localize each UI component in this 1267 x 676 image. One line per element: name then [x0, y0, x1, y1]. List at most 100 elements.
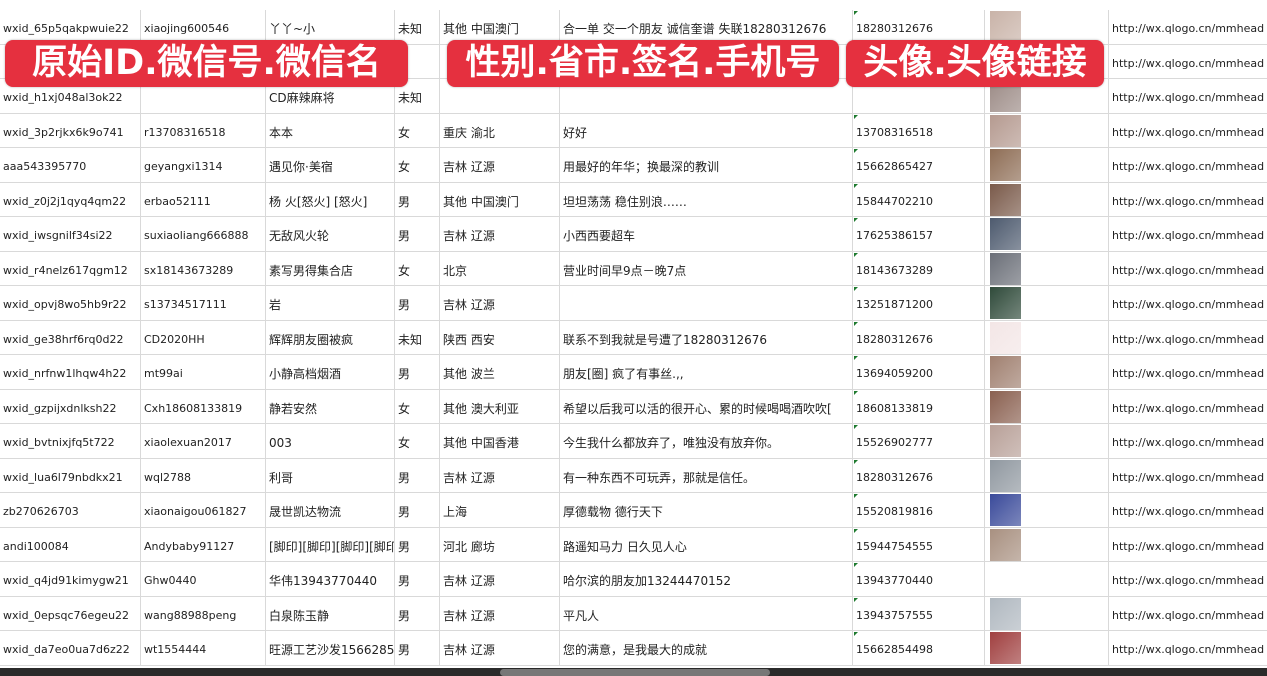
signature-cell[interactable]: 营业时间早9点－晚7点	[560, 251, 853, 285]
avatar-cell[interactable]	[985, 10, 1109, 44]
signature-cell[interactable]: 路遥知马力 日久见人心	[560, 527, 853, 561]
region-cell[interactable]: 吉林 辽源	[440, 217, 560, 251]
region-cell[interactable]: 吉林 辽源	[440, 631, 560, 665]
original-id-cell[interactable]: wxid_q4jd91kimygw21	[0, 562, 141, 596]
wechat-name-cell[interactable]: 遇见你·美宿	[266, 148, 395, 182]
original-id-cell[interactable]: wxid_0epsqc76egeu22	[0, 596, 141, 630]
phone-cell[interactable]: 17625386157	[853, 217, 985, 251]
original-id-cell[interactable]: wxid_iwsgnilf34si22	[0, 217, 141, 251]
avatar-link-cell[interactable]: http://wx.qlogo.cn/mmhead	[1112, 401, 1265, 415]
original-id-cell[interactable]: wxid_gzpijxdnlksh22	[0, 389, 141, 423]
phone-cell[interactable]: 18280312676	[853, 10, 985, 44]
avatar-link-cell[interactable]: http://wx.qlogo.cn/mmhead	[1112, 194, 1265, 208]
gender-cell[interactable]: 女	[395, 148, 440, 182]
region-cell[interactable]: 其他 中国香港	[440, 424, 560, 458]
wechat-name-cell[interactable]: 素写男得集合店	[266, 251, 395, 285]
gender-cell[interactable]: 男	[395, 631, 440, 665]
avatar-cell[interactable]	[985, 527, 1109, 561]
gender-cell[interactable]: 男	[395, 182, 440, 216]
signature-cell[interactable]: 坦坦荡荡 稳住别浪……	[560, 182, 853, 216]
signature-cell[interactable]: 好好	[560, 113, 853, 147]
wechat-id-cell[interactable]: xiaonaigou061827	[141, 493, 266, 527]
region-cell[interactable]: 其他 波兰	[440, 355, 560, 389]
gender-cell[interactable]: 男	[395, 596, 440, 630]
wechat-id-cell[interactable]: erbao52111	[141, 182, 266, 216]
avatar-link-cell[interactable]: http://wx.qlogo.cn/mmhead	[1112, 56, 1265, 70]
wechat-id-cell[interactable]: xiaojing600546	[141, 10, 266, 44]
avatar-link-cell[interactable]: http://wx.qlogo.cn/mmhead	[1112, 608, 1265, 622]
gender-cell[interactable]: 男	[395, 493, 440, 527]
region-cell[interactable]: 其他 澳大利亚	[440, 389, 560, 423]
signature-cell[interactable]: 有一种东西不可玩弄，那就是信任。	[560, 458, 853, 492]
phone-cell[interactable]: 18143673289	[853, 251, 985, 285]
region-cell[interactable]: 吉林 辽源	[440, 562, 560, 596]
avatar-link-cell[interactable]: http://wx.qlogo.cn/mmhead	[1112, 332, 1265, 346]
avatar-link-cell[interactable]: http://wx.qlogo.cn/mmhead	[1112, 298, 1265, 311]
avatar-cell[interactable]	[985, 113, 1109, 147]
avatar-cell[interactable]	[985, 286, 1109, 320]
wechat-id-cell[interactable]: mt99ai	[141, 355, 266, 389]
avatar-link-cell[interactable]: http://wx.qlogo.cn/mmhead	[1112, 539, 1265, 553]
gender-cell[interactable]: 女	[395, 424, 440, 458]
gender-cell[interactable]: 男	[395, 527, 440, 561]
original-id-cell[interactable]: wxid_3p2rjkx6k9o741	[0, 113, 141, 147]
avatar-link-cell[interactable]: http://wx.qlogo.cn/mmhead	[1112, 643, 1265, 656]
avatar-link-cell[interactable]: http://wx.qlogo.cn/mmhead	[1112, 263, 1265, 277]
phone-cell[interactable]: 15662865427	[853, 148, 985, 182]
region-cell[interactable]: 吉林 辽源	[440, 458, 560, 492]
wechat-id-cell[interactable]: Cxh18608133819	[141, 389, 266, 423]
avatar-cell[interactable]	[985, 355, 1109, 389]
signature-cell[interactable]: 哈尔滨的朋友加13244470152	[560, 562, 853, 596]
avatar-link-cell[interactable]: http://wx.qlogo.cn/mmhead	[1112, 160, 1265, 173]
gender-cell[interactable]: 未知	[395, 320, 440, 354]
signature-cell[interactable]: 您的满意，是我最大的成就	[560, 631, 853, 665]
avatar-cell[interactable]	[985, 251, 1109, 285]
wechat-name-cell[interactable]: CD麻辣麻将	[266, 79, 395, 113]
wechat-id-cell[interactable]: xiaolexuan2017	[141, 424, 266, 458]
signature-cell[interactable]: 希望以后我可以活的很开心、累的时候喝喝酒吹吹[	[560, 389, 853, 423]
original-id-cell[interactable]: wxid_ge38hrf6rq0d22	[0, 320, 141, 354]
original-id-cell[interactable]: wxid_nrfnw1lhqw4h22	[0, 355, 141, 389]
signature-cell[interactable]: 联系不到我就是号遭了18280312676	[560, 320, 853, 354]
original-id-cell[interactable]: wxid_z0j2j1qyq4qm22	[0, 182, 141, 216]
gender-cell[interactable]: 未知	[395, 10, 440, 44]
avatar-link-cell[interactable]: http://wx.qlogo.cn/mmhead	[1112, 229, 1265, 242]
wechat-id-cell[interactable]: geyangxi1314	[141, 148, 266, 182]
region-cell[interactable]	[440, 79, 560, 113]
avatar-link-cell[interactable]: http://wx.qlogo.cn/mmhead	[1112, 22, 1265, 35]
avatar-link-cell[interactable]: http://wx.qlogo.cn/mmhead	[1112, 436, 1265, 449]
phone-cell[interactable]: 15662854498	[853, 631, 985, 665]
original-id-cell[interactable]: wxid_65p5qakpwuie22	[0, 10, 141, 44]
wechat-name-cell[interactable]: 晟世凯达物流	[266, 493, 395, 527]
wechat-id-cell[interactable]: wql2788	[141, 458, 266, 492]
signature-cell[interactable]: 厚德载物 德行天下	[560, 493, 853, 527]
phone-cell[interactable]: 13943757555	[853, 596, 985, 630]
phone-cell[interactable]: 13943770440	[853, 562, 985, 596]
phone-cell[interactable]: 18280312676	[853, 320, 985, 354]
phone-cell[interactable]: 13694059200	[853, 355, 985, 389]
wechat-id-cell[interactable]: Ghw0440	[141, 562, 266, 596]
phone-cell[interactable]: 15944754555	[853, 527, 985, 561]
wechat-name-cell[interactable]: 丫丫~小	[266, 10, 395, 44]
avatar-link-cell[interactable]: http://wx.qlogo.cn/mmhead	[1112, 125, 1265, 139]
original-id-cell[interactable]: wxid_opvj8wo5hb9r22	[0, 286, 141, 320]
signature-cell[interactable]: 平凡人	[560, 596, 853, 630]
wechat-name-cell[interactable]: 辉辉朋友圈被疯	[266, 320, 395, 354]
gender-cell[interactable]: 男	[395, 355, 440, 389]
gender-cell[interactable]: 女	[395, 389, 440, 423]
horizontal-scrollbar[interactable]	[500, 669, 770, 676]
avatar-link-cell[interactable]: http://wx.qlogo.cn/mmhead	[1112, 505, 1265, 518]
signature-cell[interactable]: 小西西要超车	[560, 217, 853, 251]
wechat-id-cell[interactable]: CD2020HH	[141, 320, 266, 354]
phone-cell[interactable]: 13251871200	[853, 286, 985, 320]
wechat-name-cell[interactable]: 静若安然	[266, 389, 395, 423]
wechat-name-cell[interactable]: 小静高档烟酒	[266, 355, 395, 389]
wechat-name-cell[interactable]: 华伟13943770440	[266, 562, 395, 596]
region-cell[interactable]: 上海	[440, 493, 560, 527]
wechat-id-cell[interactable]: wt1554444	[141, 631, 266, 665]
wechat-name-cell[interactable]: 旺源工艺沙发15662854	[266, 631, 395, 665]
wechat-id-cell[interactable]: Andybaby91127	[141, 527, 266, 561]
phone-cell[interactable]: 15520819816	[853, 493, 985, 527]
avatar-cell[interactable]	[985, 596, 1109, 630]
wechat-name-cell[interactable]: [脚印][脚印][脚印][脚印]	[266, 527, 395, 561]
